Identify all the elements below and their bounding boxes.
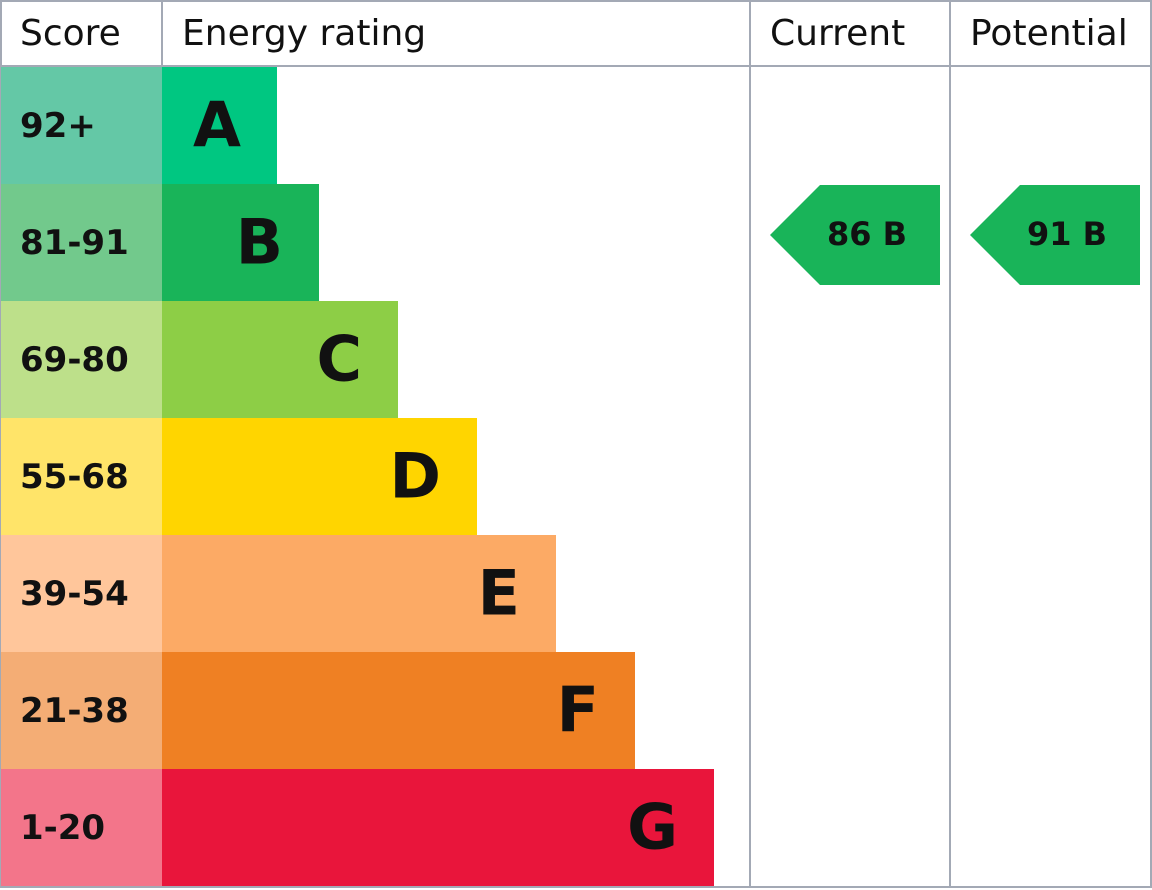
score-cell [1,418,162,535]
score-range: 81-91 [20,223,129,263]
header-energy-rating: Energy rating [182,13,426,54]
header-potential: Potential [970,13,1128,54]
rating-bar [162,301,398,418]
header-current: Current [770,13,905,54]
score-cell [1,67,162,184]
rating-bar [162,67,277,184]
rating-bar [162,418,477,535]
current-arrow [770,185,940,285]
band-letter: C [316,323,362,396]
rating-bar [162,535,556,652]
score-cell [1,652,162,769]
current-label: 86 B [827,215,907,253]
score-cell [1,301,162,418]
score-range: 39-54 [20,574,129,614]
score-cell [1,769,162,886]
potential-label: 91 B [1027,215,1107,253]
rating-bar [162,769,714,886]
score-range: 1-20 [20,808,105,848]
band-letter: A [193,89,241,162]
band-letter: F [557,674,599,747]
band-letter: D [390,440,441,513]
score-range: 92+ [20,106,96,146]
score-cell [1,535,162,652]
score-range: 21-38 [20,691,129,731]
score-range: 69-80 [20,340,129,380]
rating-bar [162,184,319,301]
header-score: Score [20,13,121,54]
rating-bar [162,652,635,769]
band-letter: B [236,206,283,279]
score-cell [1,184,162,301]
score-range: 55-68 [20,457,129,497]
band-letter: E [478,557,520,630]
potential-arrow [970,185,1140,285]
band-letter: G [627,791,678,864]
